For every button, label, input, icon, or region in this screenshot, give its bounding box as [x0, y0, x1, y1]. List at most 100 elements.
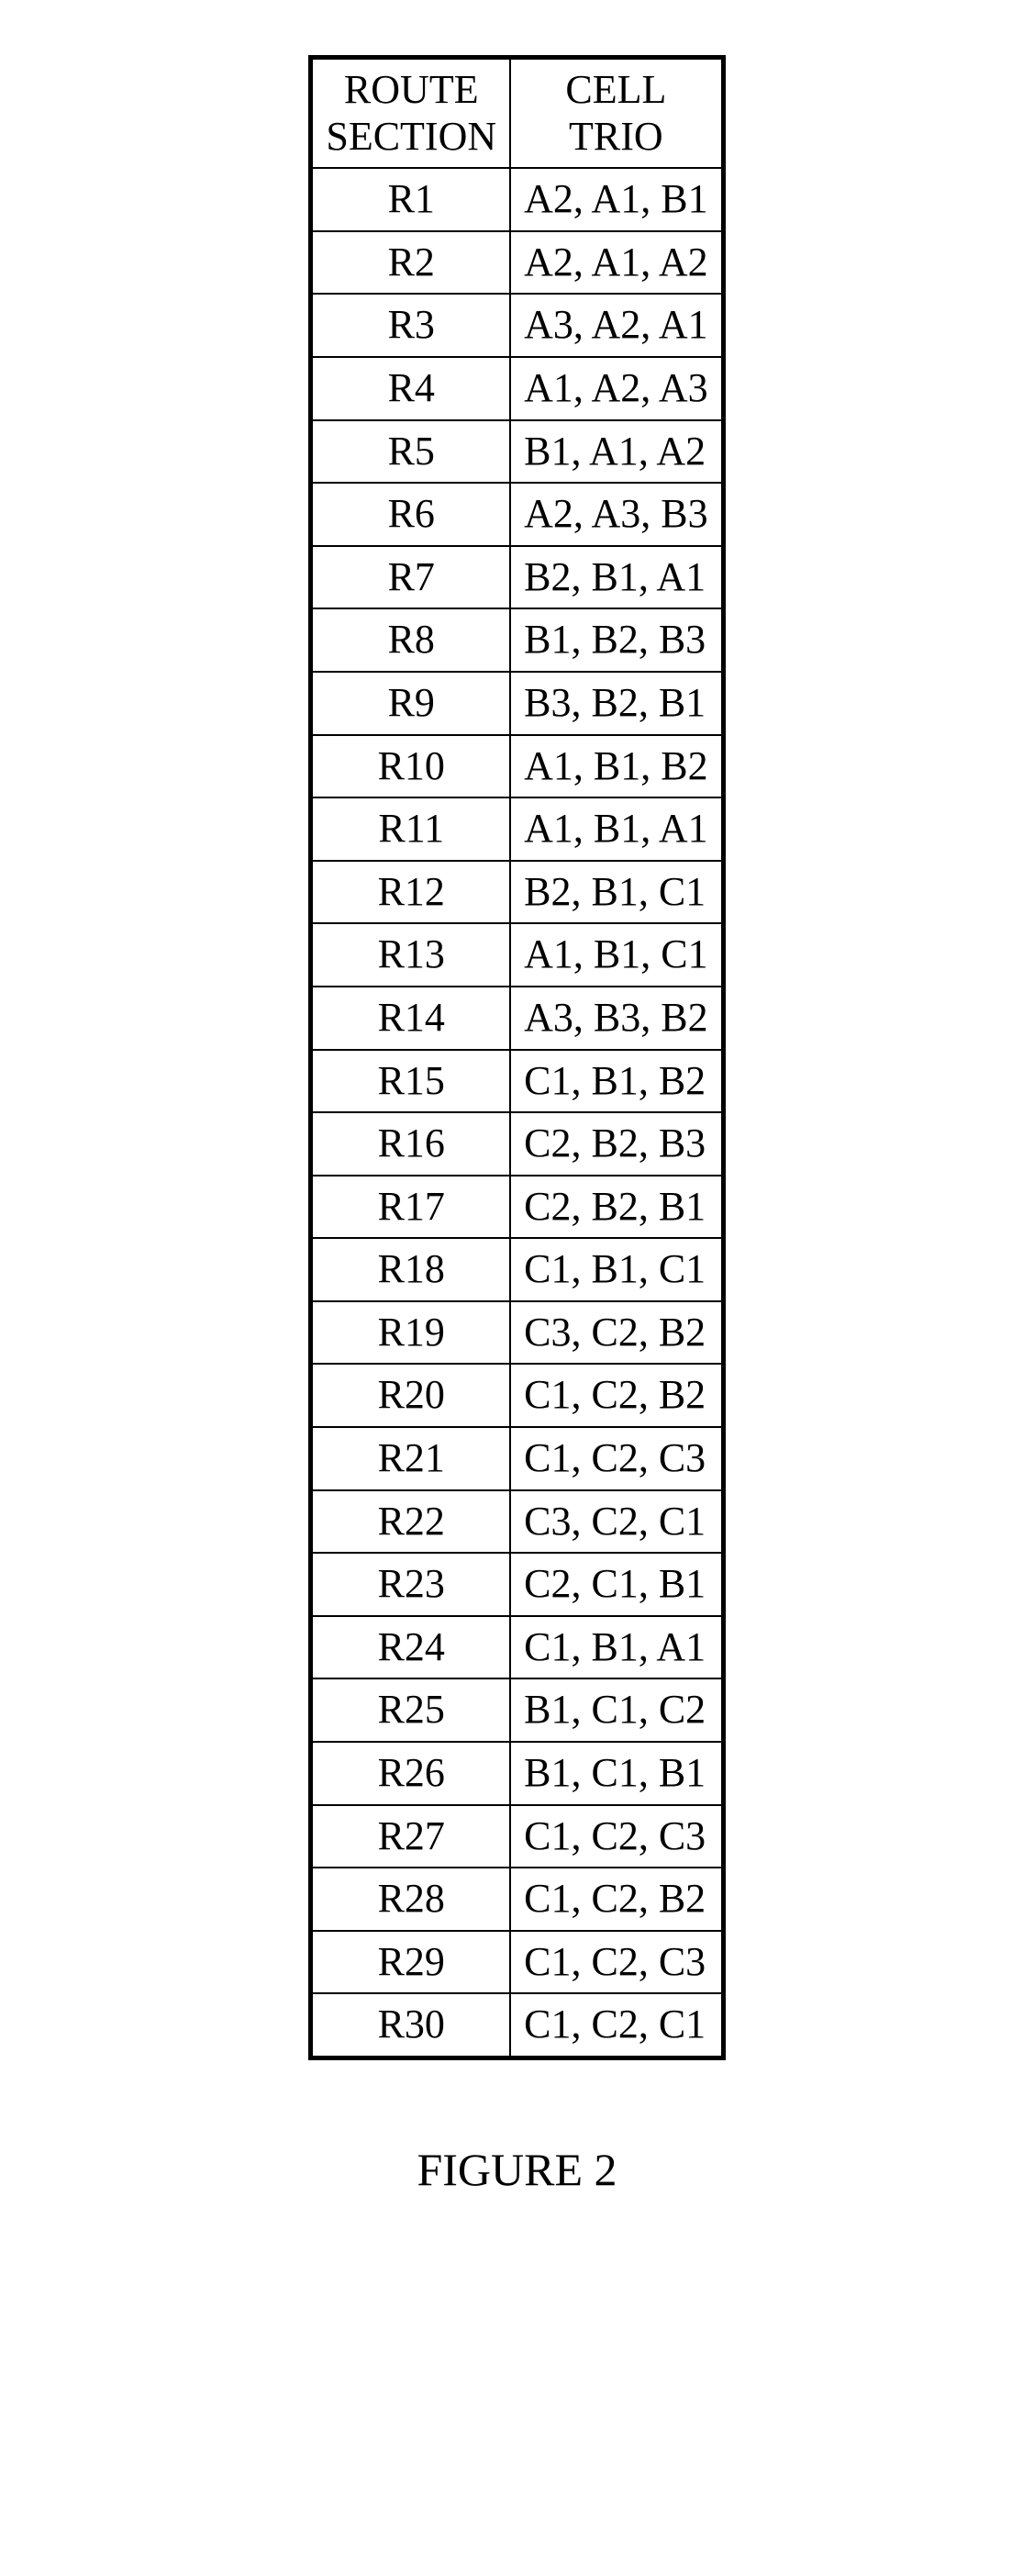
route-cell: R5 [311, 420, 510, 484]
route-cell: R15 [311, 1050, 510, 1113]
route-cell: R28 [311, 1868, 510, 1931]
table-row: R15C1, B1, B2 [311, 1050, 723, 1113]
table-row: R12B2, B1, C1 [311, 861, 723, 924]
table-row: R17C2, B2, B1 [311, 1176, 723, 1239]
header-cell-line1: CELL [565, 67, 666, 112]
celltrio-cell: A1, B1, A1 [510, 797, 723, 861]
table-row: R1A2, A1, B1 [311, 168, 723, 231]
route-cell: R14 [311, 987, 510, 1050]
celltrio-cell: C2, B2, B1 [510, 1176, 723, 1239]
table-row: R3A3, A2, A1 [311, 294, 723, 357]
table-row: R26B1, C1, B1 [311, 1742, 723, 1805]
celltrio-cell: A3, B3, B2 [510, 987, 723, 1050]
table-row: R4A1, A2, A3 [311, 357, 723, 420]
route-cell: R16 [311, 1112, 510, 1176]
route-cell: R2 [311, 231, 510, 295]
celltrio-cell: C1, C2, B2 [510, 1868, 723, 1931]
celltrio-cell: A3, A2, A1 [510, 294, 723, 357]
route-cell: R6 [311, 483, 510, 546]
route-cell: R27 [311, 1805, 510, 1868]
route-cell: R25 [311, 1678, 510, 1742]
route-cell: R18 [311, 1238, 510, 1301]
route-cell: R4 [311, 357, 510, 420]
table-row: R27C1, C2, C3 [311, 1805, 723, 1868]
route-cell-table: ROUTE SECTION CELL TRIO R1A2, A1, B1R2A2… [308, 55, 725, 2060]
table-row: R24C1, B1, A1 [311, 1616, 723, 1679]
celltrio-cell: A1, B1, B2 [510, 735, 723, 798]
table-row: R21C1, C2, C3 [311, 1427, 723, 1490]
celltrio-cell: C1, B1, C1 [510, 1238, 723, 1301]
route-cell: R3 [311, 294, 510, 357]
route-cell: R13 [311, 923, 510, 987]
table-row: R20C1, C2, B2 [311, 1364, 723, 1427]
route-cell: R9 [311, 672, 510, 735]
celltrio-cell: B3, B2, B1 [510, 672, 723, 735]
route-cell: R21 [311, 1427, 510, 1490]
table-row: R2A2, A1, A2 [311, 231, 723, 295]
table-row: R10A1, B1, B2 [311, 735, 723, 798]
table-row: R6A2, A3, B3 [311, 483, 723, 546]
celltrio-cell: C2, B2, B3 [510, 1112, 723, 1176]
celltrio-cell: A1, B1, C1 [510, 923, 723, 987]
header-route-line2: SECTION [326, 114, 496, 159]
route-cell: R19 [311, 1301, 510, 1365]
route-cell: R17 [311, 1176, 510, 1239]
table-row: R23C2, C1, B1 [311, 1553, 723, 1616]
header-route: ROUTE SECTION [311, 58, 510, 169]
table-row: R18C1, B1, C1 [311, 1238, 723, 1301]
table-row: R13A1, B1, C1 [311, 923, 723, 987]
route-cell: R20 [311, 1364, 510, 1427]
celltrio-cell: A2, A1, B1 [510, 168, 723, 231]
table-body: R1A2, A1, B1R2A2, A1, A2R3A3, A2, A1R4A1… [311, 168, 723, 2057]
route-cell: R8 [311, 608, 510, 672]
figure-container: ROUTE SECTION CELL TRIO R1A2, A1, B1R2A2… [110, 55, 924, 2196]
header-route-line1: ROUTE [344, 67, 479, 112]
table-row: R9B3, B2, B1 [311, 672, 723, 735]
table-row: R22C3, C2, C1 [311, 1490, 723, 1554]
table-row: R14A3, B3, B2 [311, 987, 723, 1050]
route-cell: R22 [311, 1490, 510, 1554]
header-row: ROUTE SECTION CELL TRIO [311, 58, 723, 169]
table-row: R28C1, C2, B2 [311, 1868, 723, 1931]
route-cell: R26 [311, 1742, 510, 1805]
table-row: R19C3, C2, B2 [311, 1301, 723, 1365]
celltrio-cell: A1, A2, A3 [510, 357, 723, 420]
celltrio-cell: C1, C2, C3 [510, 1427, 723, 1490]
table-row: R8B1, B2, B3 [311, 608, 723, 672]
table-row: R25B1, C1, C2 [311, 1678, 723, 1742]
celltrio-cell: C1, B1, A1 [510, 1616, 723, 1679]
figure-caption: FIGURE 2 [417, 2143, 617, 2196]
route-cell: R7 [311, 546, 510, 609]
celltrio-cell: B1, A1, A2 [510, 420, 723, 484]
route-cell: R11 [311, 797, 510, 861]
table-row: R7B2, B1, A1 [311, 546, 723, 609]
table-row: R11A1, B1, A1 [311, 797, 723, 861]
celltrio-cell: C1, C2, C3 [510, 1931, 723, 1994]
celltrio-cell: B1, C1, B1 [510, 1742, 723, 1805]
celltrio-cell: A2, A1, A2 [510, 231, 723, 295]
celltrio-cell: C1, C2, C1 [510, 1993, 723, 2057]
table-row: R5B1, A1, A2 [311, 420, 723, 484]
route-cell: R23 [311, 1553, 510, 1616]
celltrio-cell: B1, B2, B3 [510, 608, 723, 672]
celltrio-cell: C2, C1, B1 [510, 1553, 723, 1616]
celltrio-cell: A2, A3, B3 [510, 483, 723, 546]
route-cell: R30 [311, 1993, 510, 2057]
celltrio-cell: C1, C2, B2 [510, 1364, 723, 1427]
header-cell: CELL TRIO [510, 58, 723, 169]
header-cell-line2: TRIO [569, 114, 663, 159]
celltrio-cell: C3, C2, B2 [510, 1301, 723, 1365]
table-header: ROUTE SECTION CELL TRIO [311, 58, 723, 169]
celltrio-cell: B2, B1, C1 [510, 861, 723, 924]
table-row: R29C1, C2, C3 [311, 1931, 723, 1994]
table-row: R16C2, B2, B3 [311, 1112, 723, 1176]
celltrio-cell: B2, B1, A1 [510, 546, 723, 609]
route-cell: R10 [311, 735, 510, 798]
celltrio-cell: C1, B1, B2 [510, 1050, 723, 1113]
table-row: R30C1, C2, C1 [311, 1993, 723, 2057]
route-cell: R12 [311, 861, 510, 924]
route-cell: R24 [311, 1616, 510, 1679]
celltrio-cell: B1, C1, C2 [510, 1678, 723, 1742]
route-cell: R1 [311, 168, 510, 231]
celltrio-cell: C1, C2, C3 [510, 1805, 723, 1868]
